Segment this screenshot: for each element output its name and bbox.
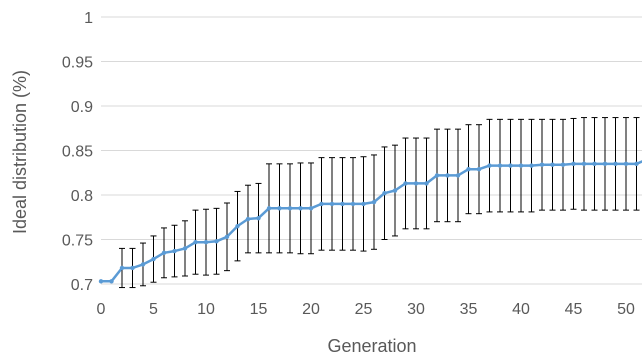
data-point bbox=[529, 163, 534, 168]
data-point bbox=[256, 215, 261, 221]
data-point bbox=[518, 163, 524, 168]
y-tick-labels: 0.7 0.75 0.8 0.85 0.9 0.95 1 bbox=[62, 10, 93, 294]
data-point bbox=[140, 262, 146, 267]
data-point bbox=[151, 256, 156, 262]
data-point bbox=[634, 161, 639, 167]
data-point bbox=[434, 173, 440, 178]
data-point bbox=[571, 161, 576, 167]
data-point bbox=[508, 163, 513, 168]
data-point bbox=[98, 279, 104, 284]
data-point bbox=[413, 181, 419, 186]
y-tick-label: 0.75 bbox=[62, 233, 93, 250]
x-tick-label: 50 bbox=[617, 301, 635, 318]
data-point bbox=[361, 201, 366, 207]
data-point bbox=[476, 166, 482, 172]
data-point bbox=[602, 161, 608, 167]
data-point bbox=[161, 250, 167, 256]
data-point bbox=[581, 161, 587, 167]
data-points bbox=[98, 161, 639, 284]
x-tick-label: 35 bbox=[460, 301, 478, 318]
y-tick-label: 0.8 bbox=[71, 188, 93, 205]
data-point bbox=[424, 181, 429, 186]
data-point bbox=[298, 206, 303, 211]
data-point bbox=[445, 173, 450, 178]
x-tick-label: 10 bbox=[197, 301, 215, 318]
data-point bbox=[245, 216, 251, 222]
data-point bbox=[235, 223, 240, 229]
data-point bbox=[371, 199, 377, 205]
y-tick-label: 0.9 bbox=[71, 99, 93, 116]
data-point bbox=[172, 248, 177, 254]
x-tick-label: 0 bbox=[97, 301, 106, 318]
x-tick-label: 25 bbox=[355, 301, 373, 318]
data-point bbox=[350, 201, 356, 207]
data-point bbox=[382, 191, 387, 196]
data-point bbox=[592, 161, 597, 167]
x-tick-label: 30 bbox=[407, 301, 425, 318]
x-tick-labels: 05101520253035404550556065 bbox=[97, 301, 635, 318]
data-point bbox=[203, 239, 209, 245]
data-point bbox=[392, 188, 398, 193]
series-polyline bbox=[101, 160, 642, 283]
x-tick-label: 45 bbox=[565, 301, 583, 318]
data-point bbox=[613, 161, 618, 167]
data-point bbox=[182, 246, 188, 251]
series-line bbox=[101, 160, 642, 283]
data-point bbox=[319, 201, 324, 207]
data-point bbox=[266, 206, 272, 211]
data-point bbox=[214, 239, 219, 244]
data-point bbox=[455, 173, 461, 178]
y-tick-label: 0.95 bbox=[62, 55, 93, 72]
y-tick-label: 0.85 bbox=[62, 144, 93, 161]
data-point bbox=[340, 201, 345, 207]
data-point bbox=[130, 265, 135, 271]
x-axis-title: Generation bbox=[327, 336, 416, 356]
data-point bbox=[560, 162, 566, 167]
x-tick-label: 20 bbox=[302, 301, 320, 318]
data-point bbox=[497, 163, 503, 168]
gridlines bbox=[101, 16, 642, 285]
x-tick-label: 5 bbox=[149, 301, 158, 318]
data-point bbox=[487, 163, 492, 168]
y-tick-label: 0.7 bbox=[71, 277, 93, 294]
data-point bbox=[109, 279, 114, 284]
data-point bbox=[403, 181, 408, 186]
data-point bbox=[287, 206, 293, 211]
y-axis-title: Ideal distribution (%) bbox=[10, 70, 30, 234]
data-point bbox=[539, 162, 545, 167]
data-point bbox=[466, 166, 471, 172]
data-point bbox=[308, 206, 314, 211]
data-point bbox=[623, 161, 629, 167]
x-tick-label: 40 bbox=[512, 301, 530, 318]
error-bars bbox=[119, 117, 640, 289]
data-point bbox=[119, 265, 125, 271]
x-tick-label: 15 bbox=[250, 301, 268, 318]
data-point bbox=[329, 201, 335, 207]
data-point bbox=[550, 162, 555, 167]
data-point bbox=[193, 239, 198, 245]
y-tick-label: 1 bbox=[84, 10, 93, 27]
data-point bbox=[277, 206, 282, 211]
data-point bbox=[224, 234, 230, 240]
